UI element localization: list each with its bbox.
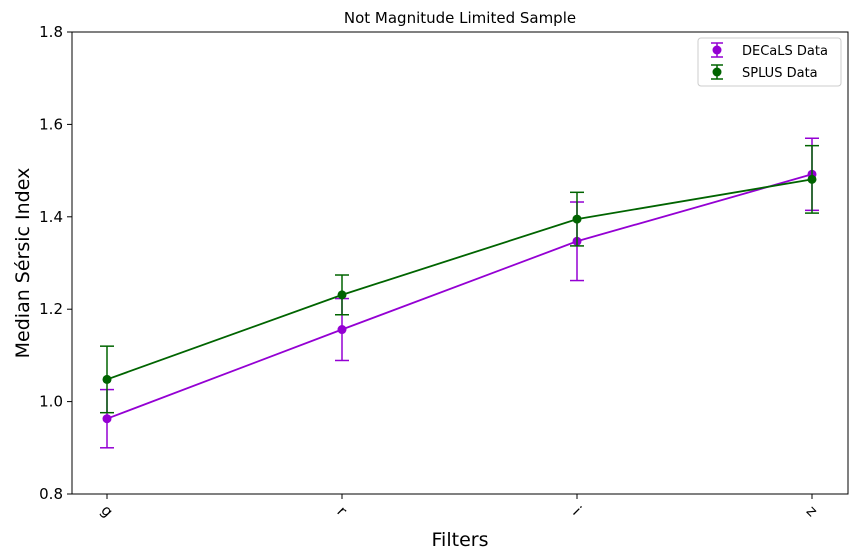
y-axis-title: Median Sérsic Index: [12, 168, 34, 359]
y-tick-label: 0.8: [39, 485, 63, 503]
legend-marker: [712, 67, 722, 77]
y-tick-label: 1.0: [39, 393, 63, 411]
legend-label: SPLUS Data: [742, 66, 818, 81]
x-tick-label: i: [569, 503, 585, 519]
series-line: [106, 178, 813, 381]
legend-box: [697, 37, 842, 87]
data-point: [337, 325, 347, 335]
data-point: [572, 214, 582, 224]
y-tick-label: 1.2: [39, 300, 63, 318]
series-1: [100, 144, 819, 414]
plot-frame: [71, 31, 849, 495]
legend-label: DECaLS Data: [742, 44, 828, 59]
data-point: [102, 414, 112, 424]
series-0: [100, 137, 819, 449]
data-point: [807, 174, 817, 184]
legend-marker: [712, 45, 722, 55]
y-tick-label: 1.8: [39, 23, 63, 41]
x-tick-label: r: [333, 502, 351, 520]
chart-title: Not Magnitude Limited Sample: [344, 9, 576, 27]
x-tick-label: g: [97, 501, 116, 520]
legend: DECaLS Data SPLUS Data: [697, 37, 842, 87]
y-axis: 0.8 1.0 1.2 1.4 1.6 1.8: [39, 23, 72, 503]
y-tick-label: 1.4: [39, 208, 63, 226]
data-point: [337, 290, 347, 300]
x-axis-title: Filters: [432, 529, 489, 551]
series-line: [106, 173, 813, 420]
x-tick-label: z: [803, 502, 821, 520]
y-tick-label: 1.6: [39, 115, 63, 133]
data-point: [102, 374, 112, 384]
plot-area: [100, 137, 819, 449]
